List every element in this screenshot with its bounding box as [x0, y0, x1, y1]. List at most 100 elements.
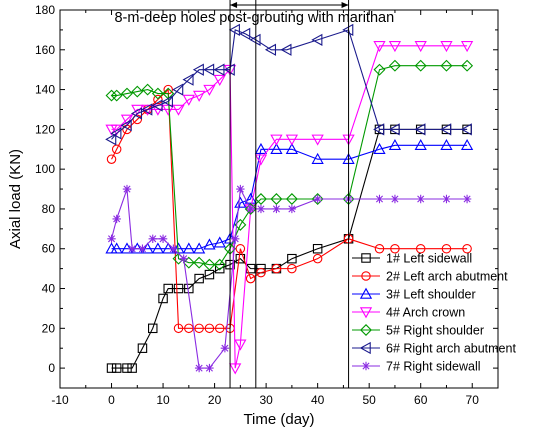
data-point — [203, 238, 216, 250]
data-point — [287, 253, 297, 264]
data-point — [245, 273, 256, 284]
data-point — [106, 154, 117, 164]
data-point — [110, 242, 123, 254]
data-point — [373, 41, 386, 53]
data-point — [228, 23, 240, 37]
data-point — [106, 363, 117, 373]
data-point — [311, 193, 324, 205]
data-point — [390, 243, 400, 254]
series-line — [111, 128, 468, 369]
legend-entry: 6# Right arch abutment — [352, 342, 516, 356]
data-point — [192, 242, 206, 254]
data-point — [110, 89, 123, 102]
data-point — [148, 234, 157, 243]
legend-label: 3# Left shoulder — [386, 288, 476, 302]
data-point — [373, 123, 385, 136]
legend-label: 1# Left sidewall — [386, 252, 472, 266]
x-tick-label: 50 — [362, 393, 376, 407]
data-point — [264, 43, 277, 56]
annotation-arrow-left — [230, 2, 238, 9]
y-tick-label: 160 — [35, 43, 55, 57]
data-point — [131, 104, 144, 116]
data-point — [122, 184, 132, 194]
data-point — [111, 363, 122, 373]
data-point — [193, 256, 206, 269]
data-point — [151, 242, 165, 254]
data-point — [194, 273, 204, 284]
data-point — [121, 87, 133, 100]
data-point — [235, 253, 246, 264]
data-point — [110, 124, 123, 136]
data-point — [414, 41, 427, 53]
data-point — [460, 41, 474, 53]
x-tick-label: 60 — [414, 393, 428, 407]
data-point — [173, 283, 184, 294]
data-point — [388, 123, 400, 136]
y-axis-title: Axial load (KN) — [7, 149, 24, 249]
data-point — [285, 142, 299, 155]
data-point — [254, 154, 268, 166]
y-tick-label: 140 — [35, 83, 55, 97]
x-tick-label: 10 — [156, 393, 170, 407]
x-tick-label: 30 — [259, 393, 273, 407]
data-point — [440, 59, 453, 72]
data-point — [141, 103, 153, 116]
legend-label: 6# Right arch abutment — [386, 342, 516, 356]
data-point — [192, 90, 206, 102]
plot-frame — [59, 9, 499, 389]
legend-entry: 2# Left arch abutment — [352, 270, 508, 284]
data-point — [107, 234, 116, 243]
data-point — [415, 243, 426, 254]
data-point — [414, 59, 427, 72]
data-point — [375, 194, 384, 204]
data-point — [280, 43, 292, 56]
data-point — [287, 263, 297, 274]
data-point — [416, 194, 425, 204]
data-point — [179, 254, 188, 263]
data-point — [270, 142, 283, 155]
data-point — [131, 85, 144, 98]
y-tick-label: 40 — [42, 282, 56, 296]
data-point — [120, 119, 132, 132]
series-layer — [105, 23, 474, 375]
data-point — [441, 243, 452, 254]
data-point — [141, 83, 154, 96]
data-point — [460, 123, 472, 136]
data-point — [194, 363, 204, 373]
data-point — [312, 243, 323, 254]
legend-entry: 4# Arch crown — [352, 306, 465, 320]
data-point — [270, 193, 283, 205]
legend-marker — [359, 307, 373, 319]
data-point — [231, 234, 240, 243]
data-point — [272, 204, 281, 214]
data-point — [256, 204, 266, 214]
data-point — [203, 258, 216, 271]
data-point — [122, 363, 132, 373]
data-point — [127, 363, 137, 373]
data-point — [236, 184, 245, 194]
data-point — [311, 33, 323, 46]
data-point — [173, 323, 184, 334]
data-point — [256, 267, 266, 278]
legend-marker — [361, 271, 371, 281]
data-point — [388, 59, 401, 72]
data-point — [137, 343, 148, 353]
data-point — [287, 204, 297, 214]
data-point — [311, 152, 324, 164]
data-point — [203, 84, 216, 96]
data-point — [390, 194, 400, 204]
data-point — [153, 94, 163, 105]
data-point — [172, 83, 184, 96]
data-point — [213, 236, 226, 248]
legend-entry: 1# Left sidewall — [352, 252, 472, 266]
data-point — [112, 214, 121, 224]
data-point — [182, 73, 194, 86]
data-point — [161, 95, 173, 108]
legend-marker — [359, 341, 371, 355]
x-axis-title: Time (day) — [243, 411, 314, 428]
data-point — [285, 193, 298, 205]
data-point — [111, 144, 122, 155]
data-point — [271, 263, 282, 274]
data-point — [151, 99, 163, 112]
data-point — [440, 138, 453, 151]
